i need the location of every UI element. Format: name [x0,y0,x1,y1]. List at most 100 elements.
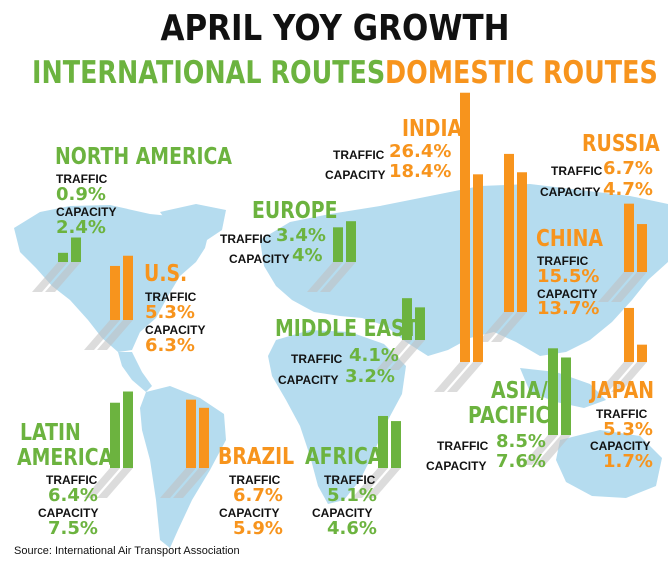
russia-capacity-value: 4.7% [603,179,653,200]
india-capacity-bar [473,174,483,362]
japan-capacity-value: 1.7% [603,451,653,472]
africa-capacity-bar [391,421,401,468]
region-europe: EUROPE [252,198,338,224]
europe-traffic-bar-shadow [307,262,343,292]
middle-east-traffic-bar [402,298,412,340]
region-africa: AFRICA [305,444,383,470]
europe-capacity-label: CAPACITY [229,252,290,266]
asia-pacific-traffic-label: TRAFFIC [437,439,489,453]
russia-traffic-bar [624,203,634,272]
russia-traffic-bar-shadow [598,272,634,302]
japan-capacity-bar [637,344,647,362]
africa-capacity-label: CAPACITY [312,506,373,520]
region-japan: JAPAN [590,378,655,404]
africa-traffic-label: TRAFFIC [324,473,376,487]
region-brazil: BRAZIL [218,444,295,470]
map-central-america [118,352,152,392]
asia-pacific-traffic-bar [548,348,558,435]
legend-international: INTERNATIONAL ROUTES [32,55,386,91]
region-russia: RUSSIA [582,131,660,157]
middle-east-capacity-bar-shadow [389,340,425,370]
brazil-capacity-label: CAPACITY [219,506,280,520]
india-capacity-label: CAPACITY [325,168,386,182]
europe-traffic-value: 3.4% [276,225,326,246]
europe-traffic-label: TRAFFIC [220,232,272,246]
latin-america-capacity-bar-shadow [97,468,133,498]
india-capacity-value: 18.4% [389,161,452,182]
japan-traffic-value: 5.3% [603,419,653,440]
africa-traffic-bar [378,415,388,468]
region-north-america: NORTH AMERICA [55,144,232,170]
africa-capacity-bar-shadow [365,468,401,498]
north-america-capacity-bar-shadow [45,262,81,292]
middle-east-capacity-value: 3.2% [345,366,395,387]
latin-america-traffic-value: 6.4% [48,485,98,506]
russia-capacity-label: CAPACITY [540,185,601,199]
asia-pacific-capacity-value: 7.6% [496,451,546,472]
north-america-traffic-value: 0.9% [56,184,106,205]
india-capacity-bar-shadow [447,362,483,392]
us-traffic-label: TRAFFIC [145,290,197,304]
india-traffic-value: 26.4% [389,141,452,162]
india-traffic-bar [460,92,470,362]
india-traffic-label: TRAFFIC [333,148,385,162]
north-america-capacity-bar [71,237,81,262]
europe-capacity-bar-shadow [320,262,356,292]
map-greenland [160,204,226,242]
japan-capacity-label: CAPACITY [590,439,651,453]
asia-pacific-traffic-value: 8.5% [496,431,546,452]
brazil-traffic-value: 6.7% [233,485,283,506]
brazil-capacity-bar-shadow [173,468,209,498]
region-asia-pacific-line2: PACIFIC [468,403,550,429]
middle-east-capacity-bar [415,307,425,340]
bars [58,92,647,468]
china-traffic-label: TRAFFIC [537,254,589,268]
brazil-traffic-label: TRAFFIC [229,473,281,487]
region-asia-pacific-line1: ASIA/ [491,378,548,404]
middle-east-traffic-bar-shadow [376,340,412,370]
africa-traffic-value: 5.1% [327,485,377,506]
japan-capacity-bar-shadow [611,362,647,392]
region-middle-east: MIDDLE EAST [275,316,418,342]
legend-domestic: DOMESTIC ROUTES [385,55,658,91]
latin-america-traffic-label: TRAFFIC [46,473,98,487]
russia-traffic-value: 6.7% [603,158,653,179]
china-capacity-bar-shadow [491,312,527,342]
map-africa [268,330,406,504]
china-capacity-value: 13.7% [537,298,600,319]
north-america-traffic-label: TRAFFIC [56,172,108,186]
north-america-traffic-bar-shadow [32,262,68,292]
middle-east-traffic-label: TRAFFIC [291,352,343,366]
japan-traffic-bar-shadow [598,362,634,392]
u-s-traffic-bar [110,265,120,320]
china-capacity-label: CAPACITY [537,287,598,301]
north-america-capacity-label: CAPACITY [56,205,117,219]
brazil-capacity-value: 5.9% [233,518,283,539]
europe-capacity-bar [346,221,356,262]
latin-america-capacity-label: CAPACITY [38,506,99,520]
asia-pacific-capacity-bar [561,357,571,435]
bar-shadows [32,262,647,498]
latin-america-capacity-value: 7.5% [48,518,98,539]
russia-capacity-bar-shadow [611,272,647,302]
asia-pacific-capacity-label: CAPACITY [426,459,487,473]
us-capacity-label: CAPACITY [145,323,206,337]
region-china: CHINA [536,226,604,252]
africa-capacity-value: 4.6% [327,518,377,539]
africa-traffic-bar-shadow [352,468,388,498]
source-note: Source: International Air Transport Asso… [14,545,240,557]
region-latin-america-line2: AMERICA [17,445,114,471]
india-traffic-bar-shadow [434,362,470,392]
china-traffic-bar [504,153,514,312]
u-s-capacity-bar-shadow [97,320,133,350]
latin-america-traffic-bar-shadow [84,468,120,498]
china-traffic-bar-shadow [478,312,514,342]
japan-traffic-bar [624,307,634,362]
north-america-traffic-bar [58,252,68,262]
russia-capacity-bar [637,224,647,272]
north-america-capacity-value: 2.4% [56,217,106,238]
brazil-capacity-bar [199,407,209,468]
brazil-traffic-bar [186,399,196,468]
